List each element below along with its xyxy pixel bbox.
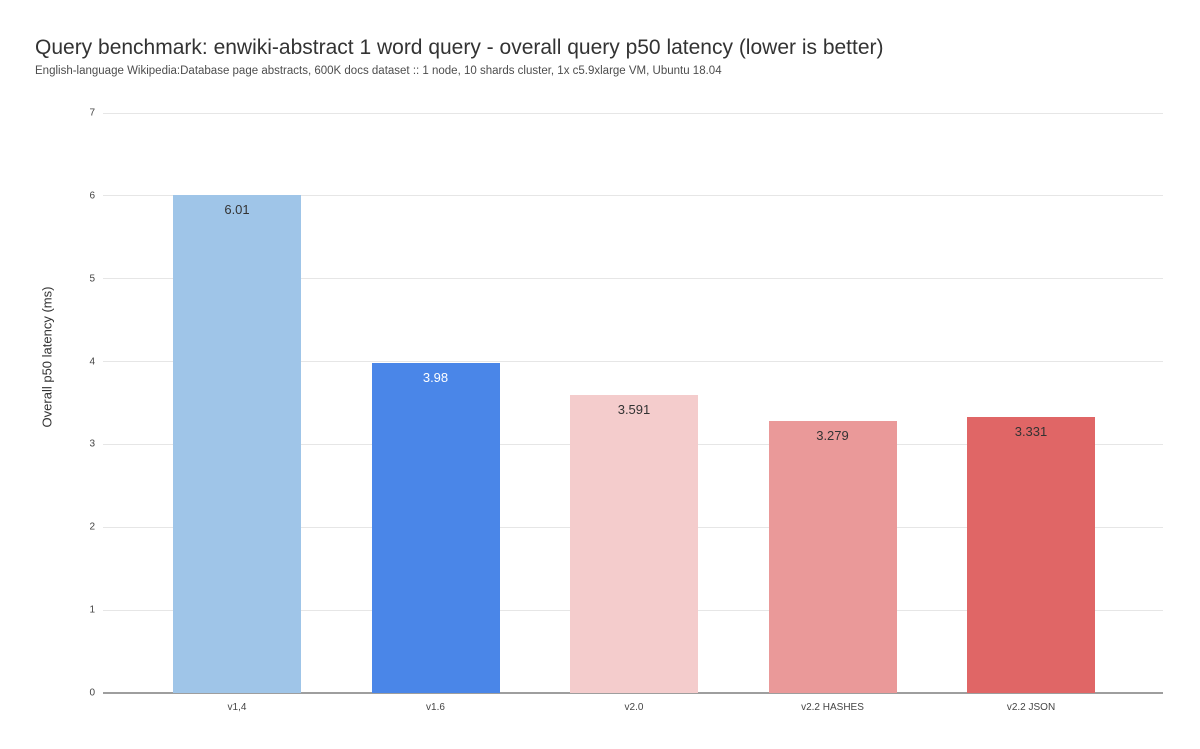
- bar-v1.6: [371, 363, 500, 693]
- y-tick-label: 3: [89, 438, 95, 450]
- bar-v2.2 JSON: [967, 417, 1095, 693]
- y-tick-label: 0: [89, 687, 95, 699]
- gridline: [103, 361, 1163, 363]
- bar-value-label: 6.01: [224, 202, 250, 218]
- y-tick-label: 5: [89, 273, 95, 285]
- y-tick-label: 1: [89, 604, 95, 616]
- bar-v1,4: [173, 195, 301, 693]
- x-tick-label: v2.2 JSON: [1006, 702, 1056, 713]
- bar-v2.2 HASHES: [768, 421, 897, 693]
- x-axis-baseline: [103, 692, 1163, 694]
- x-tick-label: v2.0: [624, 702, 644, 713]
- bar-value-label: 3.331: [1014, 424, 1048, 439]
- chart-title: Query benchmark: enwiki-abstract 1 word …: [35, 36, 884, 59]
- x-tick-label: v1.6: [426, 702, 445, 713]
- gridline: [103, 112, 1163, 114]
- bar-value-label: 3.591: [617, 402, 651, 418]
- gridline: [103, 195, 1163, 197]
- y-tick-label: 7: [89, 107, 95, 119]
- bar-value-label: 3.98: [422, 370, 449, 386]
- chart-subtitle: English-language Wikipedia:Database page…: [35, 65, 722, 77]
- bar-v2.0: [570, 395, 698, 693]
- gridline: [103, 278, 1163, 280]
- bar-value-label: 3.279: [816, 428, 849, 444]
- y-axis-title: Overall p50 latency (ms): [39, 286, 55, 428]
- x-tick-label: v1,4: [227, 702, 247, 713]
- plot-area: 0 1 2 3 4 5 6 7 6.01 v1,4 3.98 v1.6 3.591 v2.0 3.279 v2…: [89, 108, 1163, 713]
- y-tick-label: 4: [89, 356, 95, 368]
- y-tick-label: 6: [89, 190, 95, 202]
- y-tick-label: 2: [89, 521, 95, 533]
- x-tick-label: v2.2 HASHES: [801, 702, 864, 713]
